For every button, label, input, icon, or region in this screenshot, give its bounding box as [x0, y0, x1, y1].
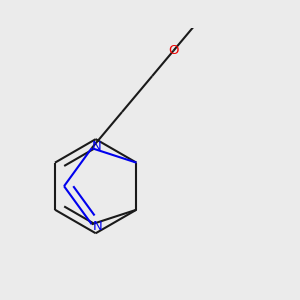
- Text: O: O: [168, 44, 178, 57]
- Text: N: N: [92, 140, 102, 153]
- Text: N: N: [92, 220, 102, 233]
